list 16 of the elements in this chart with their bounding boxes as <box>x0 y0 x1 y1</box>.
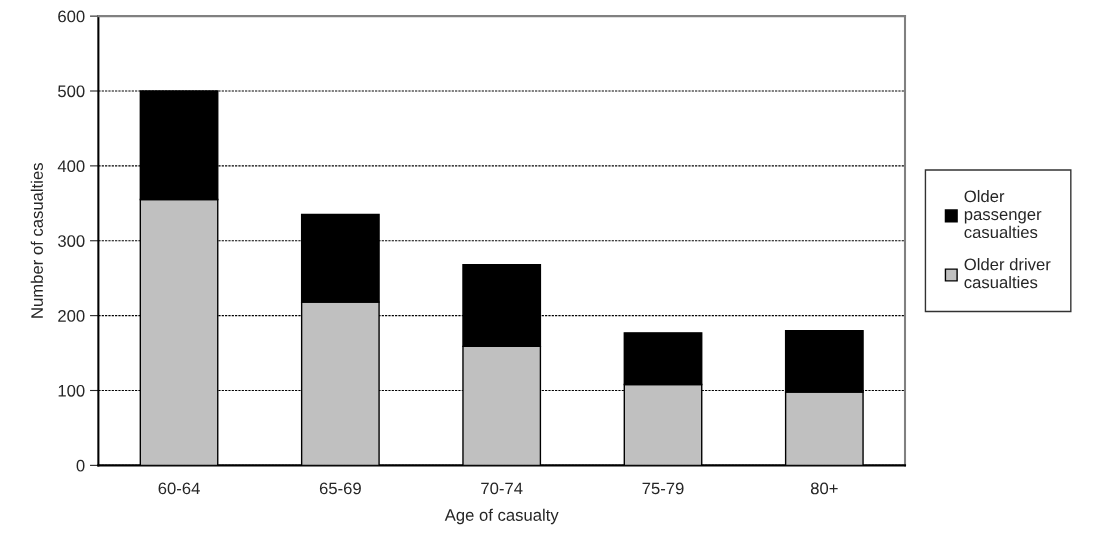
y-tick-label: 400 <box>57 160 85 173</box>
y-tick-label: 100 <box>58 384 85 397</box>
y-tick-label: 0 <box>76 459 85 472</box>
legend-label: Older driver casualties <box>964 258 1051 289</box>
y-tick-label: 200 <box>58 310 85 322</box>
legend-label: Older passenger casualties <box>964 189 1042 239</box>
x-tick-label: 75-79 <box>642 482 684 495</box>
x-axis-title: Age of casualty <box>444 508 559 525</box>
y-tick-label: 600 <box>58 10 85 23</box>
x-tick-label: 60-64 <box>158 482 200 495</box>
y-axis-title: Number of casualties <box>30 163 43 318</box>
x-tick-label: 70-74 <box>481 482 523 495</box>
x-tick-label: 80+ <box>810 482 838 495</box>
x-tick-label: 65-69 <box>319 482 361 495</box>
y-tick-label: 300 <box>58 235 85 247</box>
y-tick-label: 500 <box>58 85 85 98</box>
